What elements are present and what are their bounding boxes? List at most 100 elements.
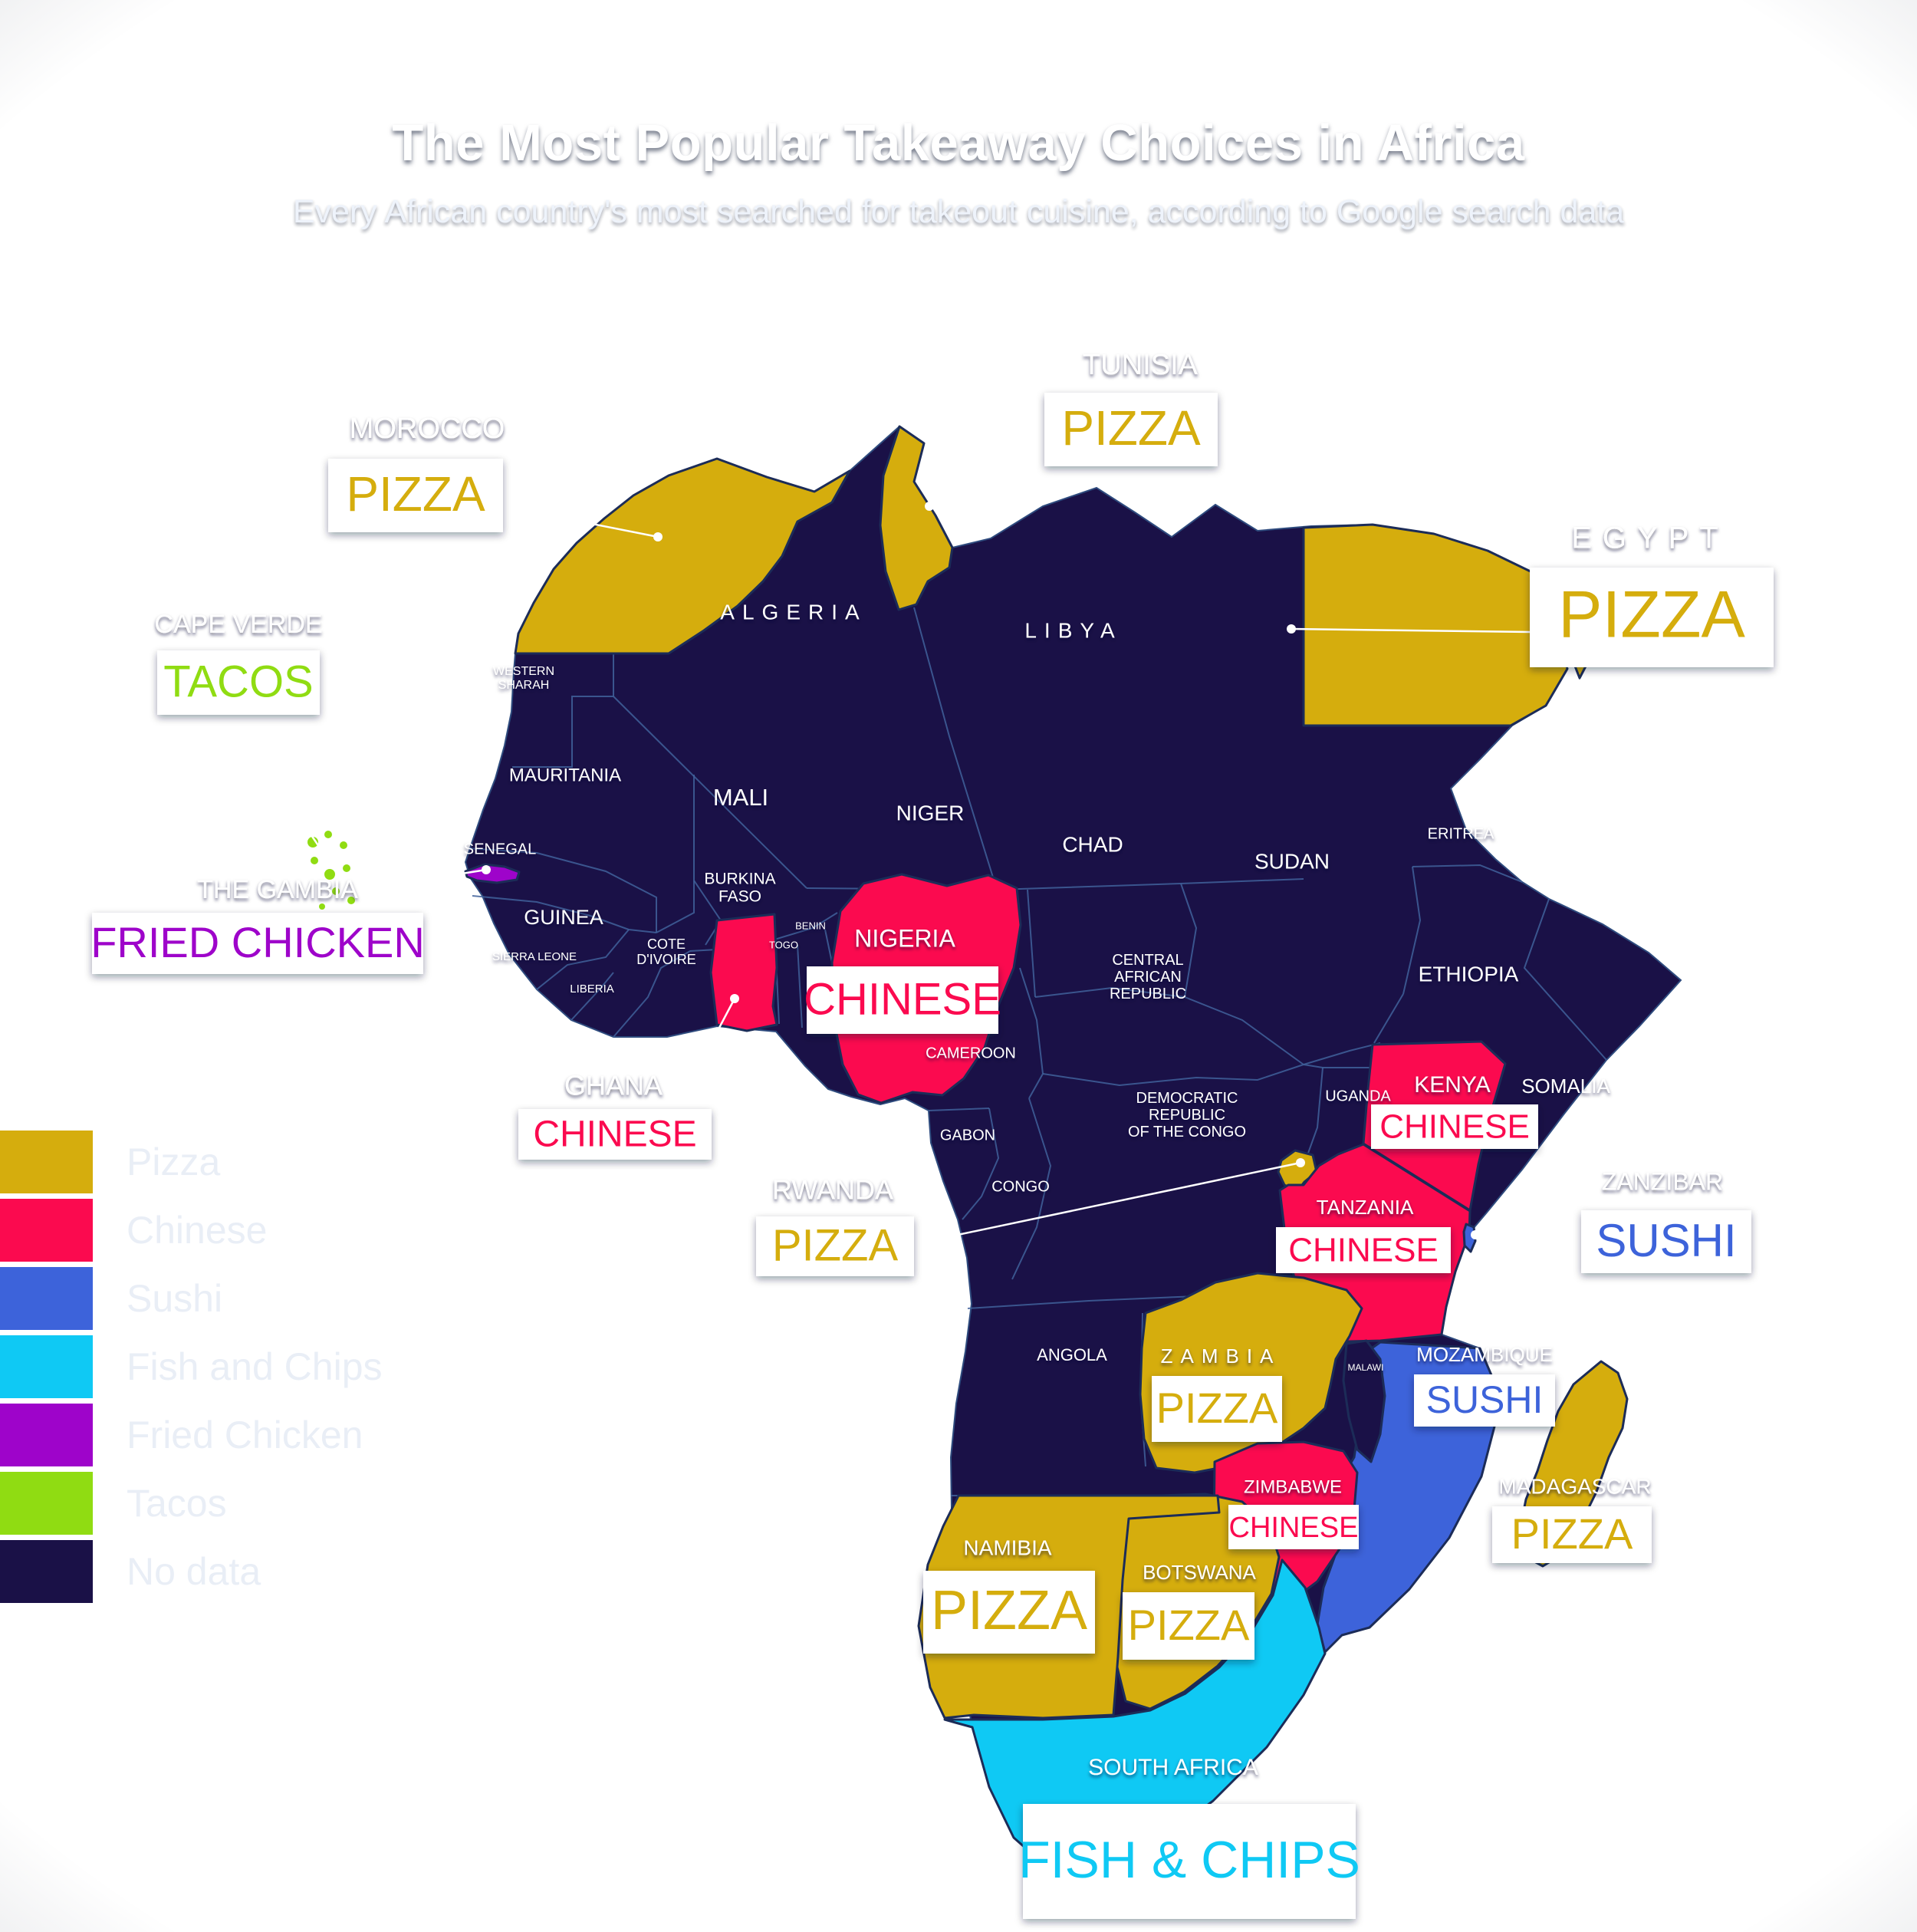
callout-line-the-gambia: [370, 868, 487, 890]
callout-cuisine-the-gambia: FRIED CHICKEN: [90, 918, 425, 966]
legend-label: Fried Chicken: [127, 1414, 363, 1456]
callout-box-nigeria: [807, 966, 998, 1034]
callout-kenya: KENYA CHINESE: [1371, 1072, 1538, 1149]
country-south-africa: [943, 1558, 1327, 1878]
map-label-uganda: UGANDA: [1325, 1088, 1391, 1104]
callout-country-rwanda: RWANDA: [772, 1174, 893, 1206]
callout-cuisine-rwanda: PIZZA: [772, 1220, 899, 1270]
callout-madagascar: MADAGASCAR PIZZA: [1492, 1474, 1652, 1563]
callout-cuisine-kenya: CHINESE: [1379, 1108, 1530, 1146]
map-label-central-african-republic: CENTRAL AFRICAN REPUBLIC: [1110, 952, 1186, 1002]
legend-item-pizza: Pizza: [0, 1131, 383, 1193]
callout-line-ghana: [675, 998, 736, 1110]
legend-item-chinese: Chinese: [0, 1199, 383, 1262]
callout-box-the-gambia: [92, 913, 423, 974]
map-label-niger: NIGER: [896, 801, 965, 824]
callout-dot-morocco: [653, 532, 663, 541]
callout-zanzibar: ZANZIBAR SUSHI: [1581, 1167, 1751, 1273]
callout-country-tanzania: TANZANIA: [1317, 1196, 1414, 1219]
cape-verde-island: [319, 903, 325, 910]
callout-cuisine-cape-verde: TACOS: [163, 657, 314, 706]
map-label-cameroon: CAMEROON: [926, 1045, 1016, 1061]
callout-country-namibia: NAMIBIA: [963, 1535, 1051, 1559]
callout-country-zanzibar: ZANZIBAR: [1602, 1167, 1723, 1195]
map-label-gabon: GABON: [940, 1127, 995, 1144]
map-label-guinea: GUINEA: [524, 906, 603, 929]
callout-the-gambia: THE GAMBIA FRIED CHICKEN: [90, 875, 425, 974]
legend-item-no-data: No data: [0, 1540, 383, 1603]
callout-line-cape-verde: [229, 714, 332, 864]
callout-cape-verde: CAPE VERDE TACOS: [154, 610, 323, 715]
legend: Pizza Chinese Sushi Fish and Chips Fried Chi…: [0, 1131, 383, 1608]
callout-box-tunisia: [1044, 393, 1218, 466]
page-title: The Most Popular Takeaway Choices in Afr…: [392, 114, 1525, 172]
callout-nigeria: NIGERIA CHINESE: [804, 924, 1001, 1034]
callout-cuisine-madagascar: PIZZA: [1511, 1509, 1633, 1558]
callout-line-egypt: [1291, 627, 1531, 634]
legend-swatch: [0, 1540, 93, 1603]
map-label-cote-divoire: COTE D'IVOIRE: [636, 936, 695, 967]
map-label-algeria: ALGERIA: [720, 600, 866, 624]
callout-dot-egypt: [1287, 624, 1296, 634]
map-label-burkina-faso: BURKINA FASO: [704, 870, 775, 905]
callout-cuisine-tanzania: CHINESE: [1288, 1232, 1439, 1269]
callout-country-kenya: KENYA: [1414, 1072, 1490, 1098]
callout-zimbabwe: ZIMBABWE CHINESE: [1228, 1476, 1359, 1549]
country-rwanda: [1277, 1149, 1318, 1193]
callout-box-mozambique: [1414, 1374, 1555, 1427]
callout-country-tunisia: TUNISIA: [1083, 349, 1199, 381]
callout-cuisine-egypt: PIZZA: [1558, 578, 1745, 652]
callout-egypt: EGYPT PIZZA: [1530, 522, 1774, 667]
cape-verde-island: [324, 831, 332, 838]
callout-box-namibia: [923, 1571, 1095, 1654]
callout-box-cape-verde: [157, 650, 320, 715]
map-label-chad: CHAD: [1062, 832, 1123, 856]
cape-verde-island: [324, 869, 335, 880]
callout-cuisine-morocco: PIZZA: [346, 466, 485, 522]
map-label-sierra-leone: SIERRA LEONE: [492, 950, 577, 963]
map-label-libya: LIBYA: [1024, 618, 1122, 642]
cape-verde-island: [332, 887, 340, 895]
map-label-democratic-republic-of-the-congo: DEMOCRATIC REPUBLIC OF THE CONGO: [1128, 1090, 1246, 1140]
callout-box-rwanda: [756, 1216, 914, 1276]
country-tunisia: [879, 425, 954, 611]
legend-swatch: [0, 1404, 93, 1466]
callout-cuisine-south-africa: FISH & CHIPS: [1018, 1831, 1360, 1889]
callout-country-south-africa: SOUTH AFRICA: [1088, 1755, 1258, 1780]
callout-dot-zanzibar: [1471, 1230, 1480, 1239]
callout-box-zanzibar: [1581, 1210, 1751, 1273]
callout-country-the-gambia: THE GAMBIA: [197, 875, 358, 904]
callout-country-madagascar: MADAGASCAR: [1498, 1474, 1651, 1498]
legend-swatch: [0, 1267, 93, 1330]
callout-cuisine-zanzibar: SUSHI: [1596, 1215, 1736, 1266]
callout-country-ghana: GHANA: [564, 1070, 663, 1101]
callout-cuisine-namibia: PIZZA: [931, 1580, 1087, 1641]
callout-dot-cape-verde: [326, 859, 335, 868]
callout-dot-tunisia: [925, 502, 934, 511]
cape-verde-island: [311, 857, 318, 864]
country-ghana: [709, 913, 778, 1032]
callout-country-morocco: MOROCCO: [350, 413, 505, 445]
legend-swatch: [0, 1199, 93, 1262]
map-label-congo: CONGO: [991, 1178, 1050, 1195]
legend-swatch: [0, 1335, 93, 1398]
brand-bold: money: [190, 1775, 340, 1827]
legend-item-fried-chicken: Fried Chicken: [0, 1404, 383, 1466]
map-label-western-sharah: WESTERN SHARAH: [493, 665, 554, 692]
callout-dot-the-gambia: [482, 865, 491, 874]
callout-box-egypt: [1530, 568, 1774, 667]
callout-line-rwanda: [913, 1161, 1301, 1246]
callout-box-zambia: [1152, 1376, 1282, 1442]
legend-item-fish-and-chips: Fish and Chips: [0, 1335, 383, 1398]
palm-tree-icon: [97, 1766, 167, 1836]
country-malawi: [1342, 1339, 1386, 1463]
callout-lines: [229, 465, 1582, 1246]
callout-box-tanzania: [1276, 1227, 1451, 1273]
callout-box-ghana: [518, 1109, 712, 1160]
map-label-senegal: SENEGAL: [464, 841, 536, 857]
brand-logo: moneybeach: [94, 1762, 468, 1839]
cape-verde-islands: [307, 831, 355, 910]
callout-dot-ghana: [730, 994, 739, 1003]
